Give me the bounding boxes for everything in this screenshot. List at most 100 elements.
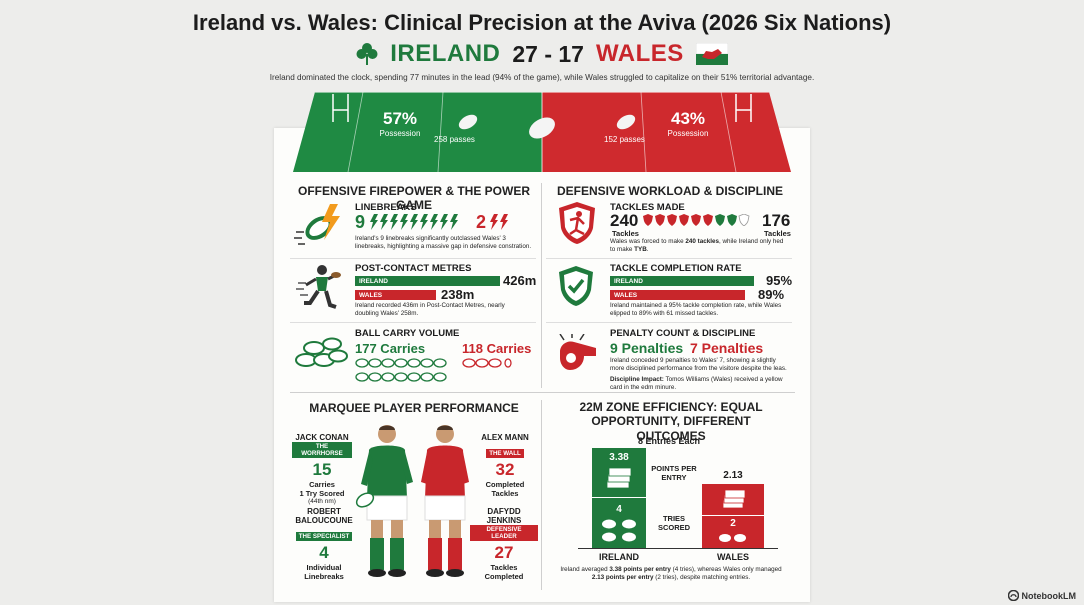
penalties-label: PENALTY COUNT & DISCIPLINE: [610, 328, 756, 339]
wales-passes: 152 passes: [604, 135, 645, 144]
penalties-wales: 7 Penalties: [690, 340, 764, 356]
tackle-shields: [643, 214, 750, 226]
zone-note-text: Ireland averaged: [560, 566, 610, 573]
player-stat-line: Carries: [309, 480, 335, 489]
wales-tries: 2: [730, 518, 736, 529]
carries-label: BALL CARRY VOLUME: [355, 328, 460, 339]
carries-wales: 118 Carries: [462, 341, 532, 356]
player-stat-line: Tackles: [491, 489, 519, 498]
player-stat-line: Linebreaks: [304, 572, 344, 581]
penalties-ireland: 9 Penalties: [610, 340, 684, 356]
post-contact-wales-track: WALES: [355, 290, 500, 300]
row-separator: [546, 322, 792, 323]
post-contact-note: Ireland recorded 436m in Post-Contact Me…: [355, 302, 505, 317]
post-contact-wales-bar: WALES: [355, 290, 437, 300]
zone-chart: 3.38 4 POINTS PER ENTRY TRIES SCORED 2.1…: [578, 448, 778, 549]
shamrock-icon: [356, 43, 378, 65]
ireland-possession-value: 57%: [382, 109, 418, 128]
ireland-zone-column: [592, 448, 646, 548]
row-divider: [290, 392, 795, 393]
player-stat-line: Tackles: [490, 563, 518, 572]
post-contact-ireland-value: 426m: [503, 273, 537, 288]
player-tag: THE WORRHORSE: [292, 442, 352, 458]
zone-note-bold: 2.13 points per entry: [591, 573, 654, 581]
home-team: IRELAND: [390, 40, 501, 67]
tackles-wales-sub: Tackles: [612, 229, 639, 238]
player-tag: THE WALL: [486, 449, 524, 458]
post-contact-label: POST-CONTACT METRES: [355, 263, 472, 274]
zone-title: 22M ZONE EFFICIENCY: EQUAL OPPORTUNITY, …: [579, 400, 763, 443]
linebreaks-ireland: 9: [355, 212, 366, 232]
completion-ireland-bar: IRELAND: [610, 276, 755, 286]
tackles-ireland-sub: Tackles: [764, 229, 791, 238]
linebreaks-label: LINEBREAKS: [355, 202, 417, 213]
tackles-note-text: Wales was forced to make: [610, 238, 686, 245]
zone-note-text: (4 tries), whereas Wales only managed: [670, 566, 782, 573]
tackles-note: Wales was forced to make 240 tackles, wh…: [610, 238, 790, 254]
zone-column-split: [592, 497, 646, 498]
linebreaks-wales: 2: [476, 212, 487, 232]
post-contact-ireland-bar: IRELAND: [355, 276, 500, 286]
completion-note: Ireland maintained a 95% tackle completi…: [610, 302, 782, 317]
scoreline: IRELAND 27 - 17 WALES: [0, 40, 1084, 68]
penalties-note: Ireland conceded 9 penalties to Wales' 7…: [610, 357, 787, 372]
row-separator: [290, 258, 536, 259]
player-card-conan: JACK CONAN THE WORRHORSE 15 Carries 1 Tr…: [292, 433, 352, 505]
player-name: ROBERT BALOUCOUNE: [295, 507, 353, 525]
tackles-label: TACKLES MADE: [610, 202, 685, 213]
ireland-try-balls: [602, 519, 636, 542]
player-stat-line: Completed: [485, 480, 525, 489]
whistle-icon: [559, 334, 596, 370]
subtitle: Ireland dominated the clock, spending 77…: [269, 73, 815, 82]
notebooklm-branding: NotebookLM: [1007, 590, 1077, 601]
player-stat-line: Individual: [306, 563, 342, 572]
possession-pitch: [293, 92, 791, 172]
wales-linebreak-bolts: [490, 214, 508, 230]
carries-ireland: 177 Carries: [355, 341, 426, 356]
linebreaks-note: Ireland's 9 linebreaks significantly out…: [355, 235, 532, 250]
tackles-ireland-value: 176: [762, 211, 791, 230]
player-tag: DEFENSIVE LEADER: [470, 525, 538, 541]
player-card-mann: ALEX MANN THE WALL 32 Completed Tackles: [474, 433, 536, 498]
ireland-possession: 57% Possession: [372, 109, 428, 138]
player-stat-line: 1 Try Scored: [299, 489, 345, 498]
penalties-impact-text: Tomos Williams (Wales) received a yellow…: [610, 376, 783, 391]
away-team: WALES: [595, 40, 684, 67]
player-stat-line: (44th nm): [308, 498, 336, 505]
tackles-note-bold: 240 tackles: [685, 238, 719, 245]
penalties-impact: Discipline Impact: Tomos Williams (Wales…: [610, 376, 790, 392]
wales-possession: 43% Possession: [660, 109, 716, 138]
player-stat: 32: [495, 460, 515, 479]
completion-ireland-value: 95%: [766, 273, 793, 288]
wales-carry-balls: [462, 358, 512, 368]
ireland-possession-label: Possession: [379, 129, 421, 138]
welsh-flag-icon: [695, 43, 728, 65]
players-title: MARQUEE PLAYER PERFORMANCE: [309, 401, 519, 415]
wales-possession-label: Possession: [667, 129, 709, 138]
completion-wales-bar: WALES: [610, 290, 746, 300]
zone-note-bold: 3.38 points per entry: [609, 566, 671, 573]
rugby-balls-icon: [295, 337, 348, 367]
zone-ireland-label: IRELAND: [599, 552, 639, 562]
zone-note: Ireland averaged 3.38 points per entry (…: [560, 566, 782, 582]
post-contact-ireland-track: IRELAND: [355, 276, 500, 286]
shield-tackle-icon: [559, 202, 595, 244]
completion-label: TACKLE COMPLETION RATE: [610, 263, 742, 274]
runner-icon: [296, 265, 341, 309]
ireland-carry-balls: [355, 358, 447, 382]
wales-try-balls: [719, 534, 746, 542]
penalties-impact-label: Discipline Impact:: [610, 376, 664, 383]
ireland-linebreak-bolts: [370, 214, 458, 230]
tackles-note-text: , while Ireland only hed to make: [610, 238, 784, 253]
lightning-ball-icon: [294, 204, 340, 245]
ireland-passes: 258 passes: [434, 135, 475, 144]
notebooklm-logo-icon: [1007, 590, 1019, 601]
completion-wales-value: 89%: [758, 287, 785, 302]
player-card-baloucoune: ROBERT BALOUCOUNE THE SPECIALIST 4 Indiv…: [292, 507, 356, 581]
tackles-note-bold: TYB: [634, 245, 647, 253]
ireland-ppe: 3.38: [609, 452, 629, 463]
notebooklm-label: NotebookLM: [1021, 590, 1077, 601]
final-score: 27 - 17: [512, 40, 584, 67]
column-divider: [541, 183, 542, 388]
player-stat: 4: [319, 543, 329, 562]
